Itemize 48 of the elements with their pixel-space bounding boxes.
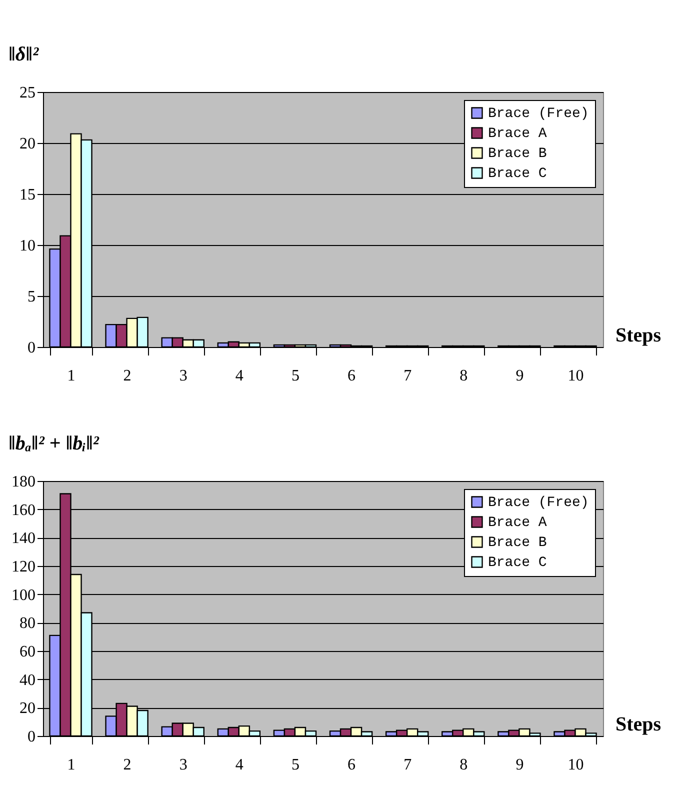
x-tick-label: 6 xyxy=(348,756,356,774)
y-tick-label: 60 xyxy=(20,644,36,660)
x-tick-label: 7 xyxy=(404,368,412,384)
x-tick-label: 3 xyxy=(179,368,188,384)
x-tick-label: 1 xyxy=(67,756,76,774)
y-axis-title: ‖δ‖² xyxy=(8,44,40,66)
y-tick-label: 0 xyxy=(28,728,36,746)
x-tick-label: 9 xyxy=(516,368,524,384)
x-tick-label: 2 xyxy=(123,756,132,774)
x-tick-label: 3 xyxy=(179,756,188,774)
y-tick-label: 160 xyxy=(12,502,36,519)
legend-label: Brace C xyxy=(488,555,547,571)
legend-label: Brace (Free) xyxy=(488,106,589,122)
y-tick-label: 180 xyxy=(12,474,36,490)
y-tick-label: 100 xyxy=(12,586,36,604)
x-tick-label: 5 xyxy=(291,756,300,774)
x-tick-label: 1 xyxy=(67,368,76,384)
x-tick-label: 8 xyxy=(460,756,468,774)
y-axis-title: ‖bₐ‖² + ‖bᵢ‖² xyxy=(8,432,100,454)
y-tick-label: 20 xyxy=(20,700,36,718)
x-tick-label: 10 xyxy=(568,756,584,774)
y-tick-label: 120 xyxy=(12,558,36,576)
x-tick-label: 4 xyxy=(235,756,244,774)
x-tick-label: 2 xyxy=(123,368,132,384)
y-tick-label: 20 xyxy=(20,136,36,152)
x-tick-label: 8 xyxy=(460,368,468,384)
y-tick-label: 0 xyxy=(28,340,36,356)
x-tick-label: 10 xyxy=(568,368,584,384)
x-tick-label: 7 xyxy=(404,756,412,774)
x-axis-title: Steps xyxy=(616,324,662,346)
y-tick-label: 15 xyxy=(20,186,36,204)
y-tick-label: 10 xyxy=(20,238,36,254)
y-tick-label: 25 xyxy=(20,84,36,102)
legend-label: Brace B xyxy=(488,535,547,551)
legend-label: Brace C xyxy=(488,166,547,182)
x-tick-label: 4 xyxy=(235,368,244,384)
legend-label: Brace B xyxy=(488,146,547,162)
y-tick-label: 5 xyxy=(28,288,36,306)
y-tick-label: 40 xyxy=(20,672,36,689)
x-tick-label: 5 xyxy=(291,368,300,384)
x-axis-title: Steps xyxy=(616,714,662,736)
y-tick-label: 80 xyxy=(20,615,36,632)
y-tick-label: 140 xyxy=(12,530,36,548)
x-tick-label: 6 xyxy=(348,368,356,384)
x-tick-label: 9 xyxy=(516,756,524,774)
legend-label: Brace (Free) xyxy=(488,495,589,511)
legend-label: Brace A xyxy=(488,515,548,531)
legend-label: Brace A xyxy=(488,126,548,142)
